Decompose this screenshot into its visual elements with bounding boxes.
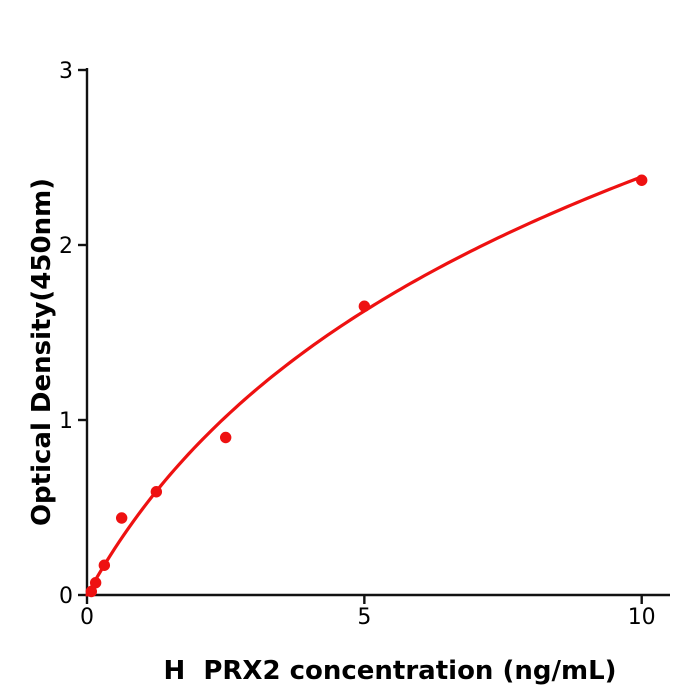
data-point	[636, 174, 648, 186]
data-point	[98, 559, 111, 571]
x-tick-label: 5	[357, 605, 371, 630]
y-tick-label: 1	[59, 409, 73, 434]
x-axis-title: H PRX2 concentration (ng/mL)	[163, 656, 617, 686]
data-point	[115, 512, 128, 524]
data-point	[358, 300, 371, 312]
y-tick-label: 2	[59, 234, 73, 259]
x-tick-label: 10	[628, 605, 656, 630]
data-point	[219, 431, 232, 444]
data-point	[85, 585, 98, 598]
data-point	[150, 486, 163, 498]
y-tick-label: 3	[59, 59, 73, 84]
y-axis-title: Optical Density(450nm)	[27, 177, 57, 527]
x-tick-label: 0	[80, 605, 94, 630]
y-tick-label: 0	[59, 584, 73, 609]
data-point	[89, 577, 102, 589]
fit-curve	[85, 175, 644, 597]
